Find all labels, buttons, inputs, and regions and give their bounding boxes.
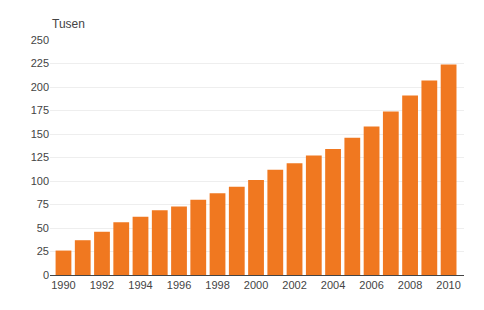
svg-text:2010: 2010: [436, 279, 460, 291]
svg-text:100: 100: [31, 175, 49, 187]
svg-text:200: 200: [31, 81, 49, 93]
svg-text:50: 50: [37, 222, 49, 234]
svg-text:75: 75: [37, 198, 49, 210]
svg-text:125: 125: [31, 151, 49, 163]
svg-text:250: 250: [31, 34, 49, 46]
svg-text:1998: 1998: [205, 279, 229, 291]
svg-text:1994: 1994: [128, 279, 152, 291]
svg-text:2002: 2002: [282, 279, 306, 291]
svg-text:175: 175: [31, 104, 49, 116]
svg-text:2000: 2000: [244, 279, 268, 291]
svg-text:0: 0: [43, 269, 49, 281]
svg-text:150: 150: [31, 128, 49, 140]
svg-text:1992: 1992: [90, 279, 114, 291]
svg-text:25: 25: [37, 245, 49, 257]
svg-text:1996: 1996: [167, 279, 191, 291]
svg-text:2006: 2006: [359, 279, 383, 291]
svg-text:1990: 1990: [51, 279, 75, 291]
svg-text:225: 225: [31, 57, 49, 69]
svg-text:2008: 2008: [398, 279, 422, 291]
svg-text:2004: 2004: [321, 279, 345, 291]
svg-text:Tusen: Tusen: [52, 17, 85, 31]
